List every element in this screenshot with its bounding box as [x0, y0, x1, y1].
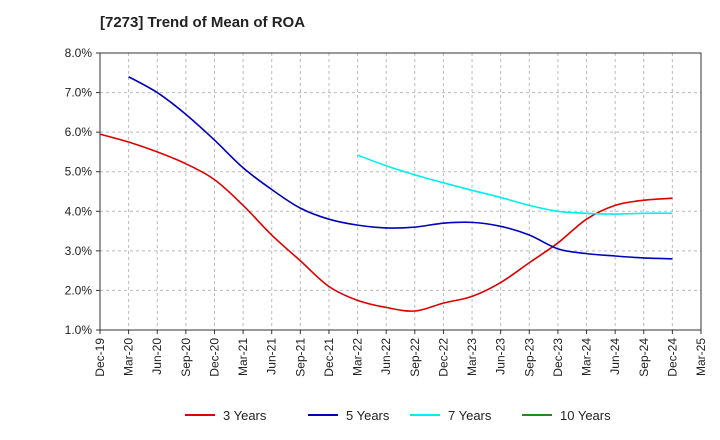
x-tick-label: Mar-20	[122, 338, 136, 376]
axis-layer: 1.0% 2.0% 3.0% 4.0% 5.0% 6.0% 7.0% 8.0% Dec-19 Ma…	[65, 46, 708, 377]
x-tick-label: Sep-21	[293, 338, 307, 377]
x-tick-label: Mar-21	[236, 338, 250, 376]
x-tick-label: Mar-22	[351, 338, 365, 376]
series-layer	[99, 76, 673, 312]
y-tick-label: 4.0%	[65, 204, 93, 218]
x-tick-label: Dec-24	[665, 338, 679, 377]
y-tick-label: 2.0%	[65, 283, 93, 297]
y-tick-label: 5.0%	[65, 165, 93, 179]
x-tick-label: Dec-21	[322, 338, 336, 377]
plot-frame	[99, 52, 702, 331]
y-tick-label: 1.0%	[65, 323, 93, 337]
legend-label-10-years: 10 Years	[560, 408, 611, 423]
x-tick-label: Sep-24	[637, 338, 651, 377]
x-tick-label: Mar-25	[694, 338, 708, 376]
y-tick-label: 7.0%	[65, 86, 93, 100]
x-tick-label: Sep-23	[522, 338, 536, 377]
x-tick-label: Jun-24	[608, 338, 622, 375]
legend-label-7-years: 7 Years	[448, 408, 492, 423]
x-tick-label: Sep-20	[179, 338, 193, 377]
x-tick-label: Mar-23	[465, 338, 479, 376]
x-tick-label: Dec-23	[551, 338, 565, 377]
x-tick-label: Sep-22	[408, 338, 422, 377]
legend-layer: 3 Years 5 Years 7 Years 10 Years	[185, 408, 611, 423]
legend-label-5-years: 5 Years	[346, 408, 390, 423]
y-tick-label: 3.0%	[65, 244, 93, 258]
x-tick-label: Mar-24	[580, 338, 594, 376]
x-tick-label: Dec-19	[93, 338, 107, 377]
grid-layer	[99, 52, 702, 331]
x-tick-label: Jun-23	[494, 338, 508, 375]
series-line-7-years	[357, 154, 673, 215]
series-line-5-years	[128, 76, 673, 260]
legend-label-3-years: 3 Years	[223, 408, 267, 423]
chart-title: [7273] Trend of Mean of ROA	[100, 14, 306, 31]
series-line-3-years	[99, 133, 673, 312]
x-tick-label: Dec-20	[207, 338, 221, 377]
x-tick-label: Jun-21	[265, 338, 279, 375]
y-tick-label: 8.0%	[65, 46, 93, 60]
y-tick-label: 6.0%	[65, 125, 93, 139]
x-tick-label: Jun-20	[150, 338, 164, 375]
x-tick-label: Dec-22	[436, 338, 450, 377]
x-tick-label: Jun-22	[379, 338, 393, 375]
